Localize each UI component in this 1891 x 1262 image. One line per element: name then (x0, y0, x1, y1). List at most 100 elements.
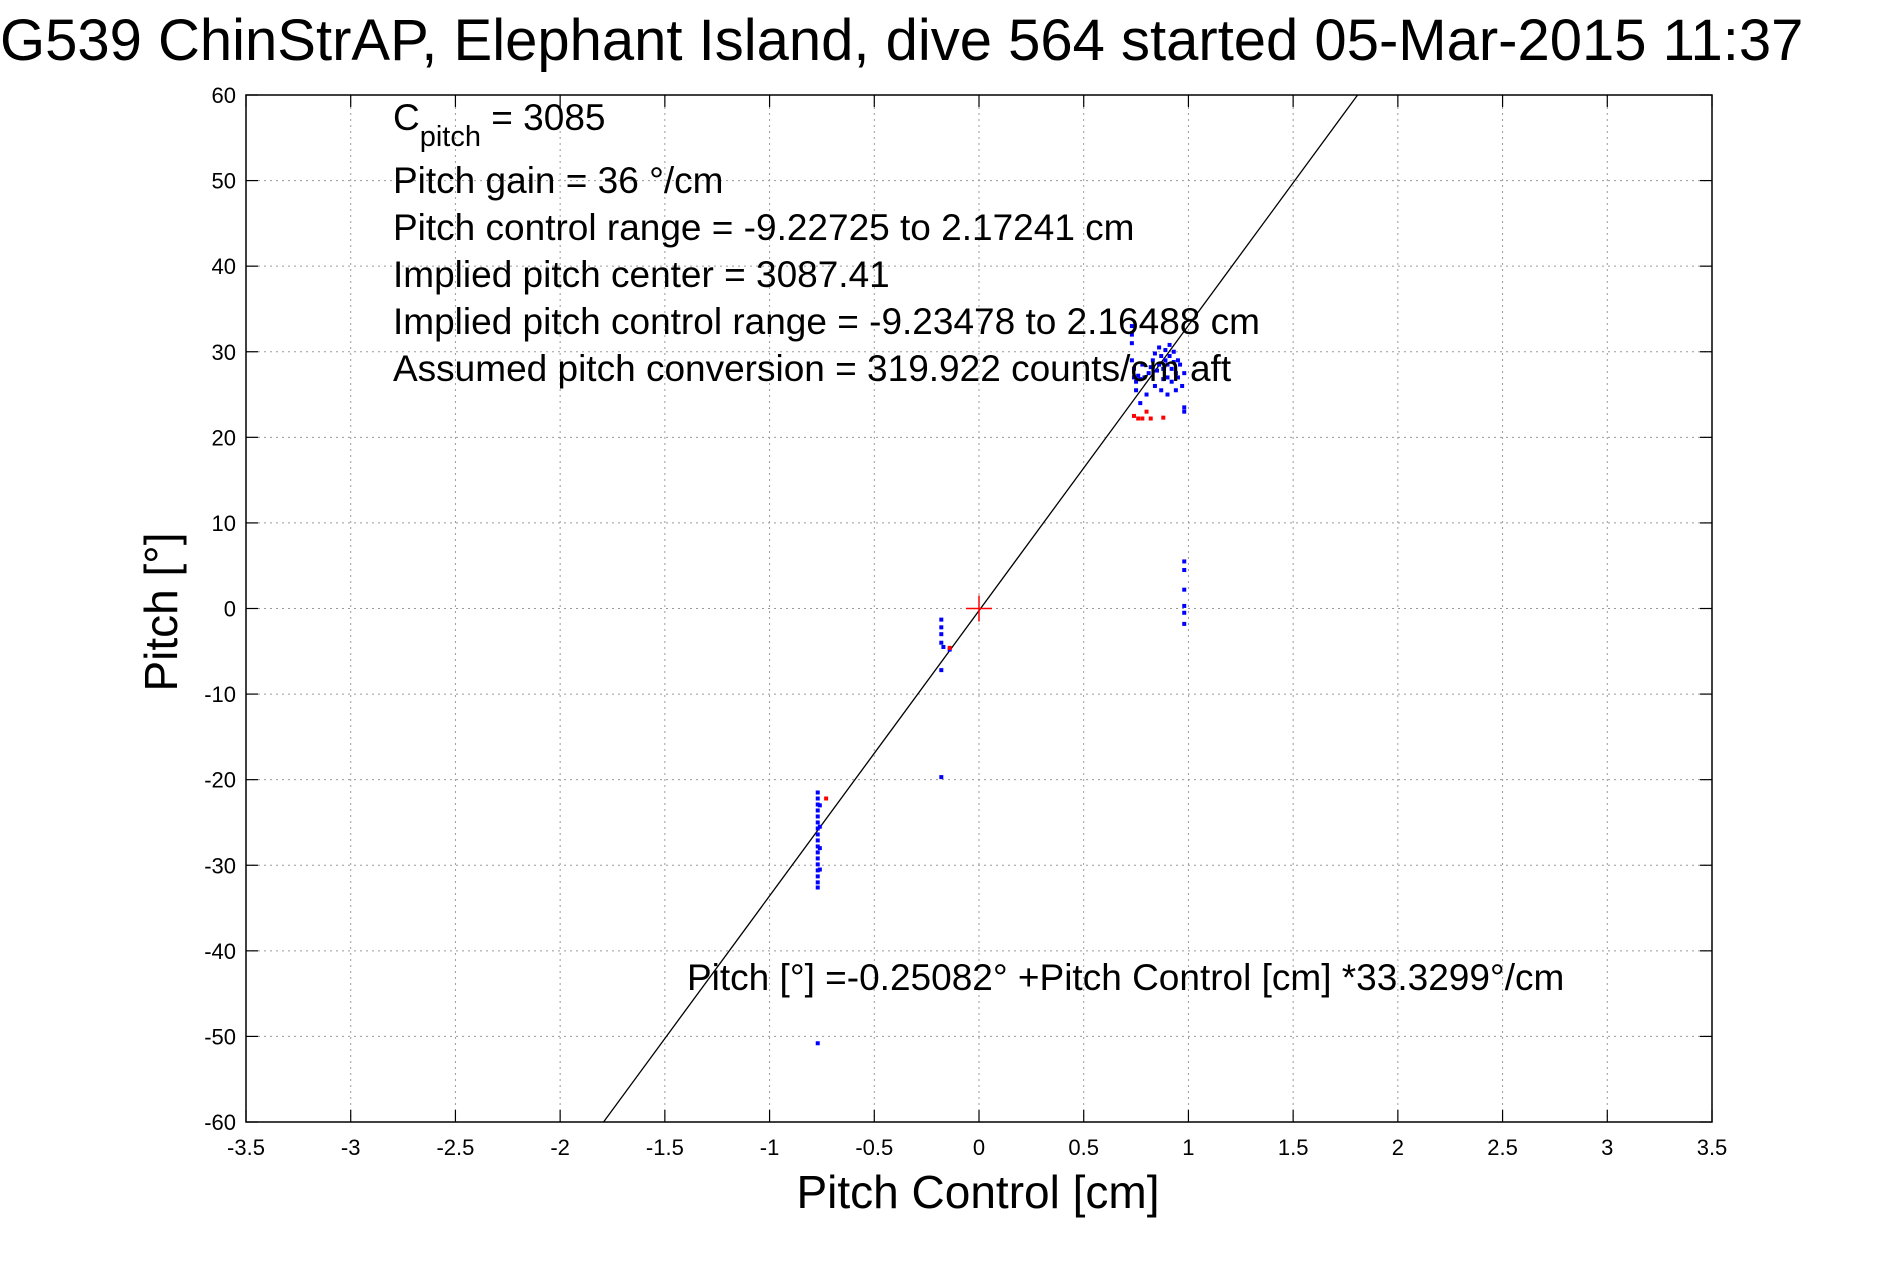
x-tick-label: 3 (1601, 1135, 1613, 1160)
data-point (815, 1041, 820, 1046)
y-tick-label: -40 (204, 939, 236, 964)
assumed-pitch-conversion-annotation: Assumed pitch conversion = 319.922 count… (393, 348, 1232, 389)
data-point (1131, 413, 1136, 418)
data-point (1136, 373, 1141, 378)
x-tick-label: -3 (341, 1135, 361, 1160)
data-point (1157, 362, 1162, 367)
x-tick-label: 3.5 (1697, 1135, 1728, 1160)
plot-area-frame (245, 94, 1713, 1123)
fit-equation-annotation: Pitch [°] =-0.25082° +Pitch Control [cm]… (687, 957, 1564, 998)
data-point (1175, 375, 1180, 380)
data-point (1173, 371, 1178, 376)
data-point (1134, 379, 1139, 384)
x-tick-label: 0 (973, 1135, 985, 1160)
data-point (1157, 345, 1162, 350)
y-tick-label: -60 (204, 1110, 236, 1135)
c-pitch-main: C (393, 97, 420, 138)
data-point (815, 826, 820, 831)
data-point (817, 867, 822, 872)
data-point (815, 808, 820, 813)
chart-title: G539 ChinStrAP, Elephant Island, dive 56… (0, 8, 1803, 73)
data-point (1163, 348, 1168, 353)
data-point (939, 632, 944, 637)
data-point (815, 796, 820, 801)
x-tick-label: -1.5 (646, 1135, 684, 1160)
data-point (1150, 358, 1155, 363)
data-point (1129, 358, 1134, 363)
y-tick-label: -20 (204, 768, 236, 793)
y-tick-label: 10 (212, 511, 236, 536)
data-point (1163, 358, 1168, 363)
c-pitch-subscript: pitch (420, 121, 481, 153)
data-point (1152, 351, 1157, 356)
data-point (815, 850, 820, 855)
data-point (1129, 341, 1134, 346)
y-tick-label: 50 (212, 169, 236, 194)
data-point (941, 645, 946, 650)
data-point (1138, 401, 1143, 406)
data-point (1136, 416, 1141, 421)
x-tick-label: -0.5 (855, 1135, 893, 1160)
y-tick-label: -50 (204, 1024, 236, 1049)
data-point (815, 832, 820, 837)
data-point (1159, 354, 1164, 359)
data-point (947, 645, 952, 650)
x-axis-label: Pitch Control [cm] (797, 1166, 1160, 1218)
data-point (1129, 332, 1134, 337)
data-point (1175, 358, 1180, 363)
data-point (939, 625, 944, 630)
data-point (817, 846, 822, 851)
data-point (815, 868, 820, 873)
data-point (939, 617, 944, 622)
axes-layer: -3.5 -3 -2.5 -2 -1.5 -1 -0.5 0 0.5 1 1.5 2 2.5 3 3.5 60… (204, 83, 1727, 1160)
data-point (815, 862, 820, 867)
data-point (939, 668, 944, 673)
data-point (1165, 392, 1170, 397)
points-layer (815, 324, 1187, 1046)
y-tick-label: -10 (204, 682, 236, 707)
data-point (1173, 388, 1178, 393)
x-tick-label: 1 (1182, 1135, 1194, 1160)
data-point (1131, 375, 1136, 380)
x-tick-label: -1 (760, 1135, 780, 1160)
y-tick-label: 40 (212, 254, 236, 279)
data-point (815, 802, 820, 807)
data-point (1140, 362, 1145, 367)
data-point (1182, 621, 1187, 626)
data-point (939, 775, 944, 780)
data-point (1152, 383, 1157, 388)
data-point (815, 856, 820, 861)
data-point (1148, 416, 1153, 421)
data-point (1134, 388, 1139, 393)
data-point (1167, 354, 1172, 359)
data-point (1182, 610, 1187, 615)
data-point (1182, 409, 1187, 414)
pitch-gain-annotation: Pitch gain = 36 °/cm (393, 160, 724, 201)
grid-layer (246, 95, 1712, 1122)
data-point (1155, 368, 1160, 373)
data-point (1169, 379, 1174, 384)
annotation-layer: Cpitch = 3085 Pitch gain = 36 °/cm Pitch… (393, 97, 1564, 998)
data-point (1165, 362, 1170, 367)
data-point (1140, 416, 1145, 421)
data-point (1129, 324, 1134, 329)
y-tick-label: 20 (212, 425, 236, 450)
x-tick-label: 0.5 (1068, 1135, 1099, 1160)
data-point (817, 803, 822, 808)
data-point (824, 796, 829, 801)
x-tick-label: 1.5 (1278, 1135, 1309, 1160)
data-point (1167, 342, 1172, 347)
implied-pitch-center-annotation: Implied pitch center = 3087.41 (393, 254, 890, 295)
y-axis-label: Pitch [°] (135, 532, 187, 691)
data-point (1138, 377, 1143, 382)
data-point (1131, 366, 1136, 371)
data-point (1182, 567, 1187, 572)
data-point (1161, 377, 1166, 382)
pitch-control-range-annotation: Pitch control range = -9.22725 to 2.1724… (393, 207, 1135, 248)
data-point (815, 838, 820, 843)
data-point (1182, 371, 1187, 376)
c-pitch-annotation: Cpitch = 3085 (393, 97, 605, 153)
data-point (1180, 383, 1185, 388)
